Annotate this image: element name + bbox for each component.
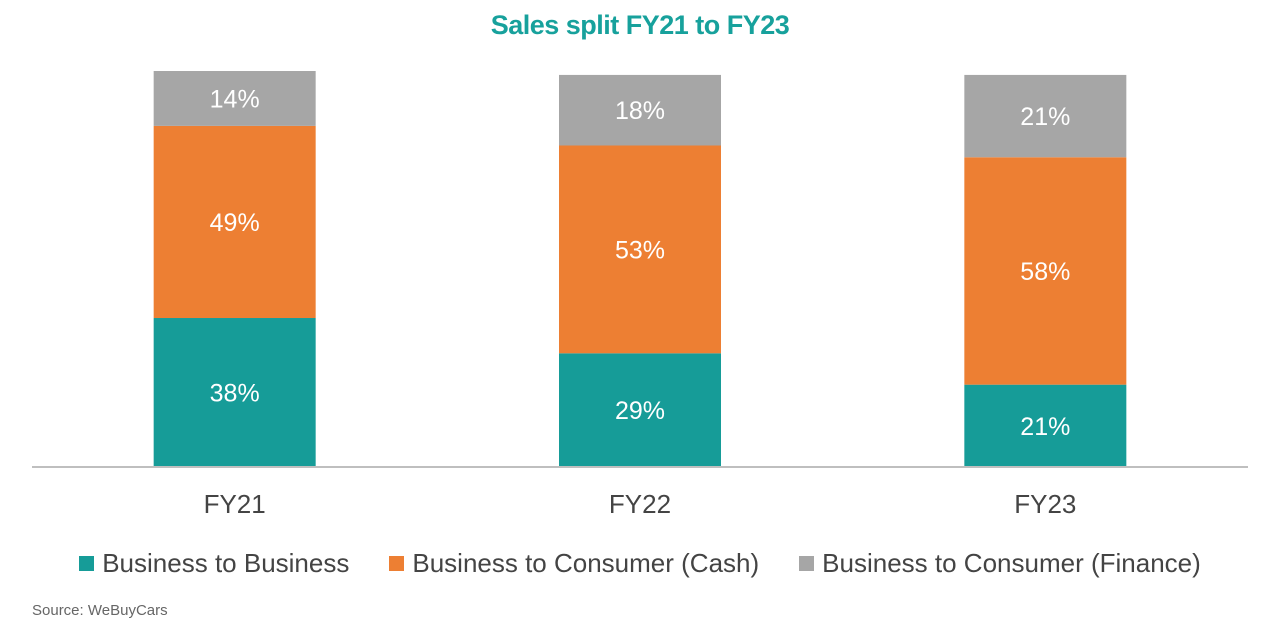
bar-segment-fy22-series-2 <box>559 74 721 146</box>
bar-segment-fy22-series-0 <box>559 353 721 467</box>
data-label-fy21-series-0: 38% <box>210 380 260 408</box>
chart-legend: Business to Business Business to Consumer… <box>0 548 1280 579</box>
bar-segment-fy22-series-1 <box>559 145 721 354</box>
bar-segment-fy23-series-1 <box>964 157 1127 385</box>
stacked-bar-chart: 38% 49% 14% FY21 29% 53% 18% FY22 21% 58% 21% FY23 <box>32 71 1248 519</box>
bar-segment-fy21-series-2 <box>153 71 316 126</box>
chart-title: Sales split FY21 to FY23 <box>490 10 790 40</box>
bar-segment-fy21-series-0 <box>153 318 316 467</box>
data-label-fy23-series-0: 21% <box>1020 413 1070 441</box>
legend-swatch <box>799 556 815 571</box>
data-label-fy22-series-2: 18% <box>615 97 665 125</box>
source-note: Source: WeBuyCars <box>32 602 168 619</box>
data-label-fy22-series-0: 29% <box>615 397 665 425</box>
bar-segment-fy23-series-2 <box>964 74 1127 158</box>
data-label-fy22-series-1: 53% <box>615 236 665 264</box>
legend-item-1: Business to Consumer (Cash) <box>389 548 759 579</box>
legend-label: Business to Consumer (Finance) <box>822 548 1201 578</box>
bar-segment-fy23-series-0 <box>964 384 1127 467</box>
data-label-fy23-series-1: 58% <box>1020 258 1070 286</box>
x-tick-label-fy23: FY23 <box>1014 489 1076 519</box>
legend-item-2: Business to Consumer (Finance) <box>799 548 1201 579</box>
bar-segment-fy21-series-1 <box>153 125 316 319</box>
legend-label: Business to Consumer (Cash) <box>412 548 760 578</box>
legend-item-0: Business to Business <box>79 548 349 579</box>
data-label-fy21-series-2: 14% <box>210 85 260 113</box>
legend-swatch <box>389 556 405 571</box>
legend-label: Business to Business <box>102 548 350 578</box>
x-tick-label-fy21: FY21 <box>204 489 266 519</box>
x-tick-label-fy22: FY22 <box>609 489 671 519</box>
data-label-fy23-series-2: 21% <box>1020 103 1070 131</box>
data-label-fy21-series-1: 49% <box>210 209 260 237</box>
legend-swatch <box>79 556 95 571</box>
